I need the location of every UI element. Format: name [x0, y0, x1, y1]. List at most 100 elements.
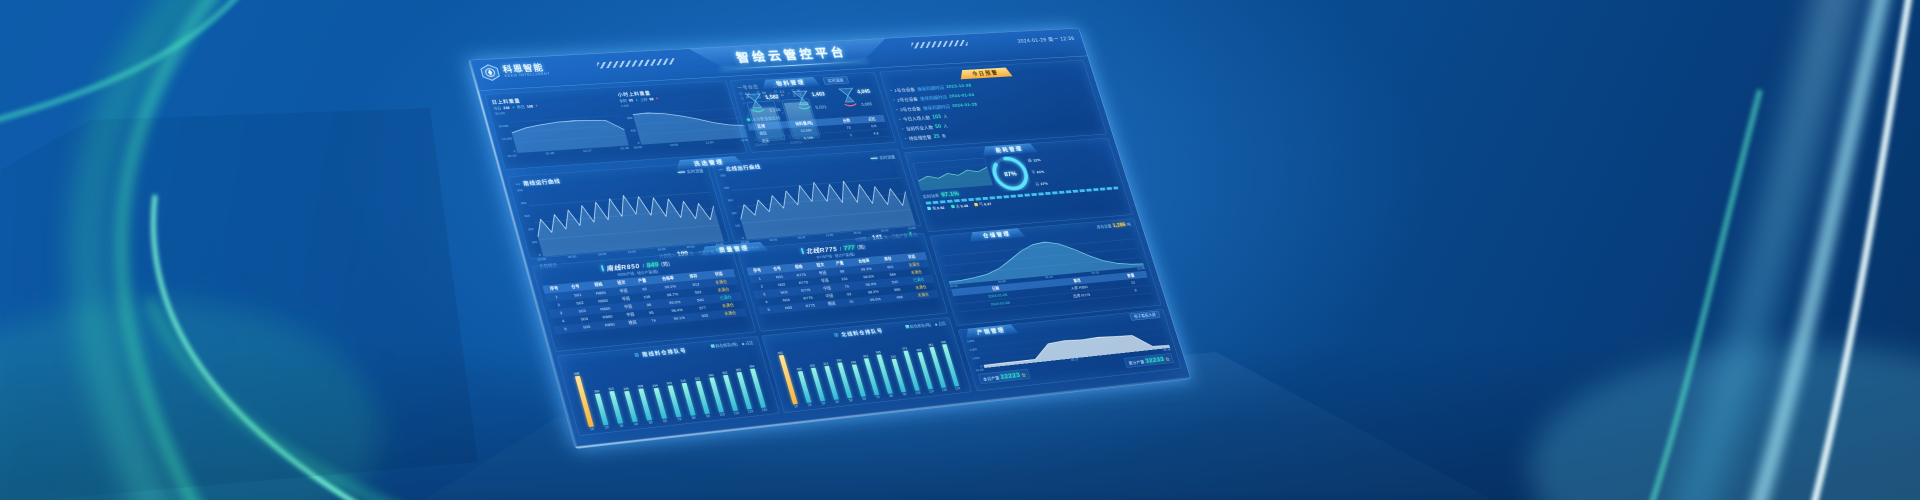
stat-value: 198	[526, 104, 534, 109]
chip-value: 0.52	[936, 205, 946, 211]
right-rail: 今日预警 • 1号仓设备 维保到期时间 2023-12-28 • 2号仓设备 维保到期时间 2…	[879, 59, 1182, 392]
gridline	[915, 165, 986, 170]
table-cell: 99.0%	[869, 296, 882, 303]
alert-value: 103	[931, 113, 942, 120]
line-unit: (箱)	[660, 261, 671, 268]
alert-unit: 条	[941, 133, 947, 139]
title-accent-bar	[600, 265, 605, 272]
bullet-icon: •	[901, 126, 905, 131]
table-cell: 1	[837, 130, 865, 140]
main-column: 日上料重量 今日 216 ▲ 昨日 198 ▼ 36,000 24,000 12,000 0 …	[484, 71, 972, 436]
bar-x-label: 6#	[862, 397, 867, 402]
trend-down-icon: ▼	[655, 97, 660, 101]
storage-panel: 仓储管理 库存总量 1,286 吨 01-02 01-08 01-14 01-20 01…	[929, 218, 1162, 326]
alerts-panel: 今日预警 • 1号仓设备 维保到期时间 2023-12-28 • 2号仓设备 维保到期时间 2…	[879, 59, 1107, 149]
tick-value: 12%	[1032, 157, 1042, 163]
axis-label: 100	[734, 224, 741, 228]
alerts-list: • 1号仓设备 维保到期时间 2023-12-28 • 2号仓设备 维保到期时间 2024-0…	[889, 74, 1101, 143]
hatch-decoration-left	[596, 58, 675, 69]
daily-feed-line-chart	[506, 105, 630, 153]
dashboard-body: 日上料重量 今日 216 ▲ 昨日 198 ▼ 36,000 24,000 12,000 0 …	[477, 56, 1188, 441]
tab-realtime-temp[interactable]: 实时温度	[822, 76, 849, 85]
feed-chart-grid: 日上料重量 今日 216 ▲ 昨日 198 ▼ 36,000 24,000 12,000 0 …	[485, 81, 820, 166]
legend-bar-item: 料仓库存(吨)	[905, 322, 932, 330]
row-feed-material: 日上料重量 今日 216 ▲ 昨日 198 ▼ 36,000 24,000 12,000 0 …	[484, 71, 897, 170]
area-fill	[632, 107, 749, 145]
bar-x-label: 2#	[807, 403, 813, 408]
north-quality-panel: 北线R775 / 777 (箱) R775产线 · 统计产量(箱) 序号 仓号 规格…	[735, 232, 949, 332]
datetime-display: 2024-01-29 周一 12:36	[1016, 35, 1076, 45]
funnel-top-value: 1,582	[764, 93, 780, 101]
donut-center-value: 87%	[1003, 169, 1018, 178]
axis-label: 200	[527, 227, 534, 232]
axis-label: 1,200	[620, 104, 630, 108]
row-flow-charts: 洗选管理 〰 南线运行曲线 实时流量 500 400 300 200 100 0 00:0…	[507, 146, 922, 269]
legend-bar-label: 料仓库存(吨)	[909, 322, 932, 330]
table-cell: R850	[604, 322, 616, 328]
chip-color-swatch	[950, 204, 955, 209]
bars-icon: ▥	[833, 332, 839, 338]
axis-label: 01-27	[582, 148, 593, 153]
axis-label: 01-14	[1044, 275, 1054, 280]
alert-value: 25	[932, 133, 941, 140]
alert-label: 3号仓设备	[899, 106, 922, 113]
funnel-values: 4,045 3,885	[856, 88, 874, 106]
title-divider: /	[838, 246, 843, 253]
axis-label: 3,000	[966, 339, 975, 344]
table-cell: 未满仓	[723, 310, 737, 317]
storage-stat-value: 1,286	[1111, 221, 1127, 229]
hourly-feed-line-chart	[630, 98, 749, 145]
axis-label: 400	[520, 201, 527, 206]
chart-area: 500 400 300 200 100 0	[720, 162, 916, 240]
energy-content: 实时功率 97.1% 87% 峰12%	[907, 148, 1122, 201]
area-fill	[528, 189, 724, 257]
funnel-top-value: 4,045	[856, 88, 871, 95]
title-accent-bar	[800, 248, 804, 255]
swoosh-right-wide	[1674, 0, 1856, 500]
bar-x-label: 9#	[705, 414, 711, 419]
dashboard-header: 科恩智能 KEEN INTELLIGENT 智绘云管控平台 2024-01-29…	[468, 28, 1088, 92]
bar-x-label: 1#	[793, 404, 799, 409]
area-fill	[509, 117, 630, 153]
axis-label: 01-08	[997, 279, 1007, 284]
table-cell: 99.1%	[673, 315, 686, 322]
table-cell: 晚班	[628, 320, 638, 326]
bar-x-label: 8#	[691, 416, 697, 421]
table-cell: 5	[766, 307, 771, 313]
bar-x-label: 3#	[619, 424, 624, 429]
chart-legend: 实时流量	[870, 154, 896, 161]
production-panel: 产销管理 电子看板大屏 3,000 2,000 1,000 0 01-26 01-27 0…	[957, 308, 1182, 392]
alert-label: 当前作业人数	[905, 124, 934, 132]
mini-chart-wrap: 1,200 800 400 0	[621, 98, 749, 145]
tick-label: 谷	[1034, 182, 1040, 187]
chip-value: 0.48	[960, 203, 969, 209]
bar-x-label: 7#	[875, 395, 881, 400]
funnel-bottom-value: 5,156	[768, 107, 782, 113]
tick-row: 平61%	[1031, 169, 1045, 175]
alert-date: 2024-01-04	[948, 92, 975, 99]
stat-value: 32233	[1144, 355, 1166, 365]
south-quality-panel: 南线R850 / 849 (箱) R850产线 · 统计产量(箱) 序号 仓号 规格…	[532, 249, 757, 352]
bar-x-label: 13#	[954, 386, 961, 391]
storage-stat-unit: 吨	[1126, 222, 1132, 227]
stat-unit: 台	[1021, 372, 1027, 378]
bar-x-label: 11#	[928, 389, 935, 394]
stat-label: 昨日	[516, 105, 526, 110]
north-bars-panel: ▥ 北线料仓排队号 料仓库存(吨) ◆占比 452 1# 290 2# 305 3# 312…	[761, 317, 972, 414]
swoosh-right-teal	[1649, 89, 1763, 500]
stat-label: 本月产量	[982, 375, 1001, 382]
alert-date: 2023-12-28	[945, 82, 973, 90]
funnel-top-value: 1,403	[810, 91, 826, 98]
stat-value: 22223	[999, 371, 1022, 381]
swoosh-left-cross	[145, 298, 387, 500]
chip-color-swatch	[974, 202, 979, 207]
gauge-value: 97.1%	[940, 189, 960, 199]
storage-stat-label: 库存总量	[1096, 223, 1113, 230]
feed-monitor-panel: 日上料重量 今日 216 ▲ 昨日 198 ▼ 36,000 24,000 12,000 0 …	[484, 80, 820, 170]
feed-chart-hourly: 小时上料重量 本时 95 ▲ 上时 88 ▼ 1,200 800 400 0 09:00 10:…	[617, 84, 752, 155]
funnel-gauge-3: 4,045 3,885	[837, 86, 875, 110]
axis-label: 12,000	[501, 137, 513, 142]
line-unit: (箱)	[856, 244, 867, 251]
legend-line-swatch	[870, 157, 878, 160]
